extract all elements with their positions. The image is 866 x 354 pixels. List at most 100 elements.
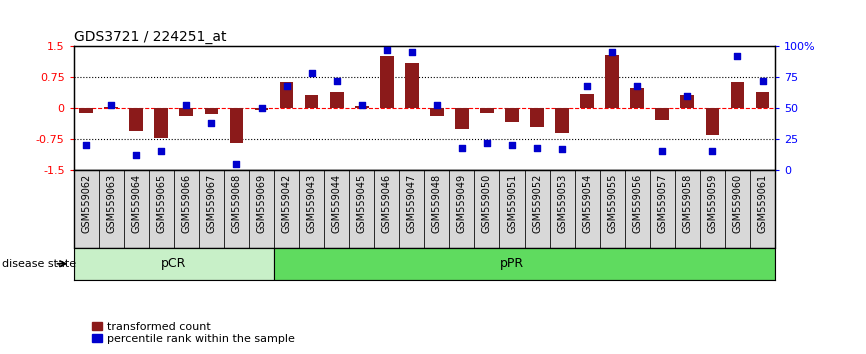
Point [555,146,569,152]
Bar [731,82,745,108]
FancyBboxPatch shape [149,170,174,248]
FancyBboxPatch shape [700,170,725,248]
Point [255,105,268,111]
Text: GSM559046: GSM559046 [382,174,391,233]
Bar [455,108,469,129]
Point [104,103,118,108]
FancyBboxPatch shape [525,170,550,248]
Bar [605,55,619,108]
Point [280,83,294,88]
Text: GSM559067: GSM559067 [206,174,216,233]
FancyBboxPatch shape [349,170,374,248]
Text: GSM559053: GSM559053 [557,174,567,233]
Text: GSM559060: GSM559060 [733,174,742,233]
Text: GSM559069: GSM559069 [256,174,267,233]
Text: GSM559056: GSM559056 [632,174,643,233]
Text: GSM559063: GSM559063 [107,174,116,233]
Text: GSM559045: GSM559045 [357,174,366,233]
FancyBboxPatch shape [199,170,224,248]
Bar [405,63,418,108]
Point [380,47,394,52]
Text: GSM559068: GSM559068 [231,174,242,233]
FancyBboxPatch shape [124,170,149,248]
Point [505,142,519,148]
Text: GSM559044: GSM559044 [332,174,342,233]
Bar [480,108,494,113]
Text: GSM559042: GSM559042 [281,174,292,233]
Bar [255,108,268,110]
FancyBboxPatch shape [550,170,575,248]
Bar [555,108,569,133]
Bar [104,107,118,108]
Text: GSM559047: GSM559047 [407,174,417,233]
Text: GSM559048: GSM559048 [432,174,442,233]
Bar [380,56,394,108]
Point [630,83,644,88]
Bar [580,93,594,108]
Bar [154,108,168,138]
Bar [305,95,319,108]
Point [204,120,218,126]
Point [706,149,720,154]
Text: GSM559062: GSM559062 [81,174,91,233]
FancyBboxPatch shape [424,170,449,248]
Bar [229,108,243,143]
FancyBboxPatch shape [249,170,274,248]
Text: pPR: pPR [500,257,524,270]
Point [154,149,168,154]
Point [430,103,443,108]
Text: GSM559055: GSM559055 [607,174,617,233]
Text: GSM559058: GSM559058 [682,174,693,233]
Point [731,53,745,59]
Point [605,49,619,55]
Text: GSM559059: GSM559059 [708,174,717,233]
FancyBboxPatch shape [274,170,299,248]
Point [179,103,193,108]
FancyBboxPatch shape [500,170,525,248]
FancyBboxPatch shape [650,170,675,248]
Legend: transformed count, percentile rank within the sample: transformed count, percentile rank withi… [87,317,299,348]
Bar [706,108,720,135]
Bar [330,92,344,108]
Point [330,78,344,84]
Text: GSM559061: GSM559061 [758,174,767,233]
Bar [355,106,369,108]
Point [681,93,695,98]
Text: GSM559066: GSM559066 [181,174,191,233]
Point [79,142,93,148]
Point [656,149,669,154]
FancyBboxPatch shape [399,170,424,248]
FancyBboxPatch shape [274,248,775,280]
Text: pCR: pCR [161,257,186,270]
Text: GSM559050: GSM559050 [482,174,492,233]
Point [229,161,243,167]
Text: GSM559049: GSM559049 [457,174,467,233]
Point [455,145,469,150]
Text: GSM559065: GSM559065 [156,174,166,233]
Text: GSM559051: GSM559051 [507,174,517,233]
FancyBboxPatch shape [224,170,249,248]
Bar [179,108,193,116]
FancyBboxPatch shape [750,170,775,248]
FancyBboxPatch shape [74,170,99,248]
Bar [756,92,769,108]
FancyBboxPatch shape [374,170,399,248]
Bar [80,108,93,113]
Point [756,78,770,84]
FancyBboxPatch shape [725,170,750,248]
Point [129,152,143,158]
Bar [430,108,443,116]
Point [580,83,594,88]
FancyBboxPatch shape [624,170,650,248]
FancyBboxPatch shape [675,170,700,248]
Text: disease state: disease state [2,259,76,269]
Text: GSM559057: GSM559057 [657,174,668,233]
Point [405,49,419,55]
FancyBboxPatch shape [99,170,124,248]
Bar [630,88,644,108]
FancyBboxPatch shape [174,170,199,248]
Bar [505,108,519,122]
Text: GDS3721 / 224251_at: GDS3721 / 224251_at [74,30,226,44]
Text: GSM559054: GSM559054 [582,174,592,233]
Text: GSM559064: GSM559064 [132,174,141,233]
